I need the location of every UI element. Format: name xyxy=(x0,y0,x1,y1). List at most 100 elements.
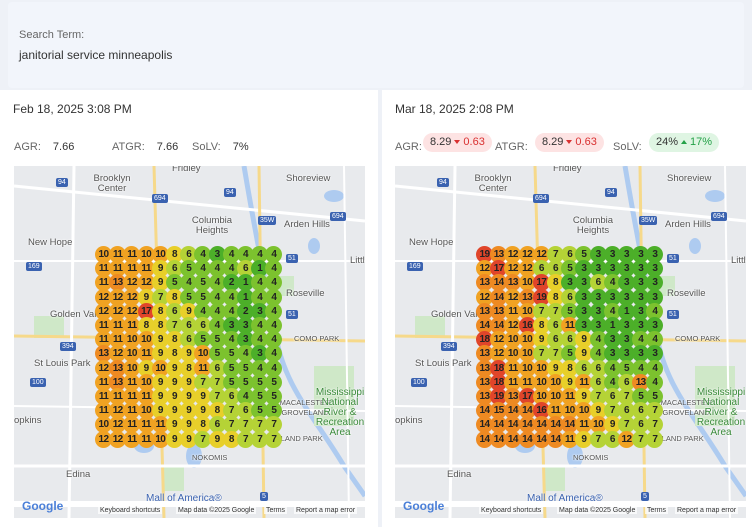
rank-dot: 4 xyxy=(646,373,664,391)
rank-dot: 11 xyxy=(137,430,155,448)
rank-dot: 6 xyxy=(208,416,226,434)
map-label: Roseville xyxy=(667,288,706,299)
map-label: MACALESTER GROVELAND xyxy=(279,398,331,417)
rank-dot: 3 xyxy=(646,260,664,278)
rank-dot: 3 xyxy=(589,246,607,263)
rank-dot: 5 xyxy=(208,331,226,349)
rank-dot: 9 xyxy=(166,430,183,448)
map-label: St Louis Park xyxy=(415,358,472,369)
rank-dot: 12 xyxy=(137,274,155,292)
metric: ATGR: 7.66 xyxy=(112,137,178,155)
rank-dot: 5 xyxy=(222,359,240,377)
map-label: NOKOMIS xyxy=(192,453,228,462)
rank-dot: 14 xyxy=(532,430,550,448)
metric: SoLV: 24% 17% xyxy=(613,133,720,155)
metric-value: 8.29 xyxy=(430,136,452,148)
rank-dot: 10 xyxy=(123,331,141,349)
map-label: Brooklyn Center xyxy=(93,173,131,194)
rank-dot: 11 xyxy=(123,246,141,263)
rank-dot: 10 xyxy=(95,416,112,434)
map-footer: Google xyxy=(403,499,445,513)
rank-dot: 4 xyxy=(208,302,226,320)
rank-dot: 11 xyxy=(109,388,127,405)
map-label: HIGHLAND PARK xyxy=(643,434,704,443)
rank-dot: 12 xyxy=(95,430,112,448)
map-label: COMO PARK xyxy=(294,334,340,343)
rank-dot: 12 xyxy=(476,288,493,306)
rank-dot: 9 xyxy=(151,274,169,292)
rank-dot: 11 xyxy=(95,373,112,391)
rank-dot: 11 xyxy=(123,373,141,391)
rank-dot: 11 xyxy=(561,430,579,448)
rank-dot: 14 xyxy=(504,402,522,420)
rank-dot: 10 xyxy=(123,345,141,363)
rank-dot: 8 xyxy=(208,402,226,420)
map-label: Golden Valley xyxy=(431,309,490,320)
highway-shield: 100 xyxy=(30,378,46,387)
rank-dot: 11 xyxy=(561,317,579,334)
rank-dot: 9 xyxy=(180,388,198,405)
rank-dot: 5 xyxy=(251,388,269,405)
rank-dot: 15 xyxy=(490,402,508,420)
map-label: Littl xyxy=(731,255,746,266)
rank-dot: 9 xyxy=(137,359,155,377)
map-label: Columbia Heights xyxy=(191,215,233,236)
map-label: Littl xyxy=(350,255,365,266)
rank-dot: 8 xyxy=(222,430,240,448)
rank-dot: 7 xyxy=(237,416,254,434)
rank-dot: 11 xyxy=(575,373,593,391)
rank-dot: 3 xyxy=(646,345,664,363)
rank-dot: 4 xyxy=(237,345,254,363)
trend-arrow xyxy=(454,139,461,144)
rank-dot: 10 xyxy=(137,373,155,391)
rank-dot: 17 xyxy=(490,260,508,278)
rank-dot: 7 xyxy=(151,288,169,306)
highway-shield: 51 xyxy=(667,310,679,319)
metric-label: SoLV: xyxy=(192,141,221,153)
rank-dot: 6 xyxy=(589,373,607,391)
rank-dot: 18 xyxy=(490,359,508,377)
metric-label: AGR: xyxy=(395,141,422,153)
rank-dot: 17 xyxy=(137,302,155,320)
rank-dot: 3 xyxy=(632,260,650,278)
rank-dot: 3 xyxy=(618,288,635,306)
rank-dot: 13 xyxy=(109,274,127,292)
rank-dot: 11 xyxy=(137,260,155,278)
rank-dot: 11 xyxy=(504,302,522,320)
search-card: Search Term: janitorial service minneapo… xyxy=(8,2,744,88)
rank-dot: 3 xyxy=(646,246,664,263)
rank-dot: 10 xyxy=(547,373,564,391)
rank-dot: 12 xyxy=(95,288,112,306)
rank-dot: 12 xyxy=(95,359,112,377)
rank-dot: 9 xyxy=(603,416,621,434)
rank-dot: 9 xyxy=(151,373,169,391)
rank-dot: 7 xyxy=(237,430,254,448)
rank-dot: 10 xyxy=(532,359,550,377)
rank-dot: 3 xyxy=(603,345,621,363)
map-footer: Keyboard shortcuts xyxy=(98,507,163,514)
rank-dot: 7 xyxy=(208,373,226,391)
rank-dot: 13 xyxy=(490,246,508,263)
rank-dot: 17 xyxy=(518,388,536,405)
metric: AGR: 8.29 0.63 xyxy=(395,133,492,155)
rank-dot: 4 xyxy=(646,359,664,377)
rank-dot: 19 xyxy=(532,288,550,306)
rank-dot: 9 xyxy=(575,388,593,405)
rank-dot: 12 xyxy=(504,288,522,306)
rank-dot: 9 xyxy=(575,430,593,448)
map-footer: Terms xyxy=(645,507,669,514)
highway-shield: 694 xyxy=(533,194,549,203)
map-label: Fridley xyxy=(172,166,201,174)
rank-dot: 9 xyxy=(151,331,169,349)
rank-dot: 6 xyxy=(547,331,564,349)
rank-dot: 7 xyxy=(532,302,550,320)
rank-dot: 12 xyxy=(109,430,127,448)
rank-dot: 1 xyxy=(237,274,254,292)
rank-dot: 6 xyxy=(575,359,593,377)
highway-shield: 51 xyxy=(667,254,679,263)
rank-dot: 4 xyxy=(237,388,254,405)
map-footer: Map data ©2025 Google xyxy=(557,507,638,514)
map-label: Mississippi National River & Recreation … xyxy=(315,387,365,438)
rank-dot: 7 xyxy=(194,430,212,448)
rank-dot: 12 xyxy=(123,288,141,306)
